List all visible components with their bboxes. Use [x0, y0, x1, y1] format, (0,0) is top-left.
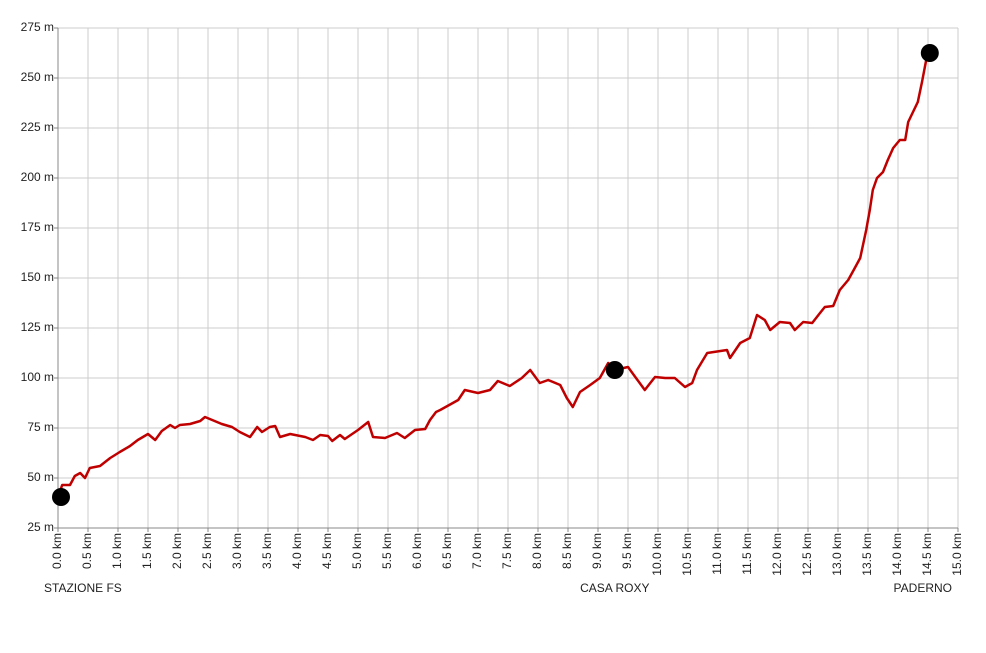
y-tick-label: 100 m	[21, 370, 54, 384]
x-tick-label: 8.0 km	[530, 533, 544, 569]
y-tick-label: 25 m	[27, 520, 54, 534]
x-tick-label: 8.5 km	[560, 533, 574, 569]
waypoint	[605, 361, 624, 379]
y-tick-label: 75 m	[27, 420, 54, 434]
x-tick-label: 13.0 km	[830, 533, 844, 576]
elevation-line	[56, 52, 931, 498]
waypoint	[52, 488, 70, 506]
y-tick-label: 250 m	[21, 70, 54, 84]
y-tick-label: 200 m	[21, 170, 54, 184]
x-tick-label: 5.5 km	[380, 533, 394, 569]
y-tick-label: 225 m	[21, 120, 54, 134]
x-tick-label: 7.0 km	[470, 533, 484, 569]
x-tick-label: 14.5 km	[920, 533, 934, 576]
x-tick-label: 13.5 km	[860, 533, 874, 576]
x-tick-label: 11.0 km	[710, 533, 724, 575]
x-tick-label: 12.5 km	[800, 533, 814, 576]
x-tick-label: 6.5 km	[440, 533, 454, 569]
y-tick-label: 50 m	[27, 470, 54, 484]
waypoint-label: CASA ROXY	[580, 581, 649, 595]
x-tick-label: 1.0 km	[110, 533, 124, 569]
x-tick-label: 10.5 km	[680, 533, 694, 576]
x-tick-label: 12.0 km	[770, 533, 784, 576]
waypoint-label: STAZIONE FS	[44, 581, 122, 595]
x-tick-label: 3.0 km	[230, 533, 244, 569]
x-tick-label: 9.0 km	[590, 533, 604, 569]
x-tick-label: 15.0 km	[950, 533, 964, 576]
x-tick-label: 4.5 km	[320, 533, 334, 569]
waypoint	[920, 44, 939, 62]
waypoint-label: PADERNO	[894, 581, 952, 595]
y-tick-label: 125 m	[21, 320, 54, 334]
x-tick-label: 6.0 km	[410, 533, 424, 569]
x-tick-label: 5.0 km	[350, 533, 364, 569]
x-tick-label: 4.0 km	[290, 533, 304, 569]
x-tick-label: 10.0 km	[650, 533, 664, 576]
x-tick-label: 1.5 km	[140, 533, 154, 569]
x-tick-label: 9.5 km	[620, 533, 634, 569]
x-tick-label: 0.5 km	[80, 533, 94, 569]
x-tick-label: 2.5 km	[200, 533, 214, 569]
y-tick-label: 275 m	[21, 20, 54, 34]
x-tick-label: 2.0 km	[170, 533, 184, 569]
x-tick-label: 11.5 km	[740, 533, 754, 575]
x-tick-label: 14.0 km	[890, 533, 904, 576]
y-tick-label: 175 m	[21, 220, 54, 234]
x-tick-label: 7.5 km	[500, 533, 514, 569]
x-tick-label: 0.0 km	[50, 533, 64, 569]
y-tick-label: 150 m	[21, 270, 54, 284]
x-tick-label: 3.5 km	[260, 533, 274, 569]
